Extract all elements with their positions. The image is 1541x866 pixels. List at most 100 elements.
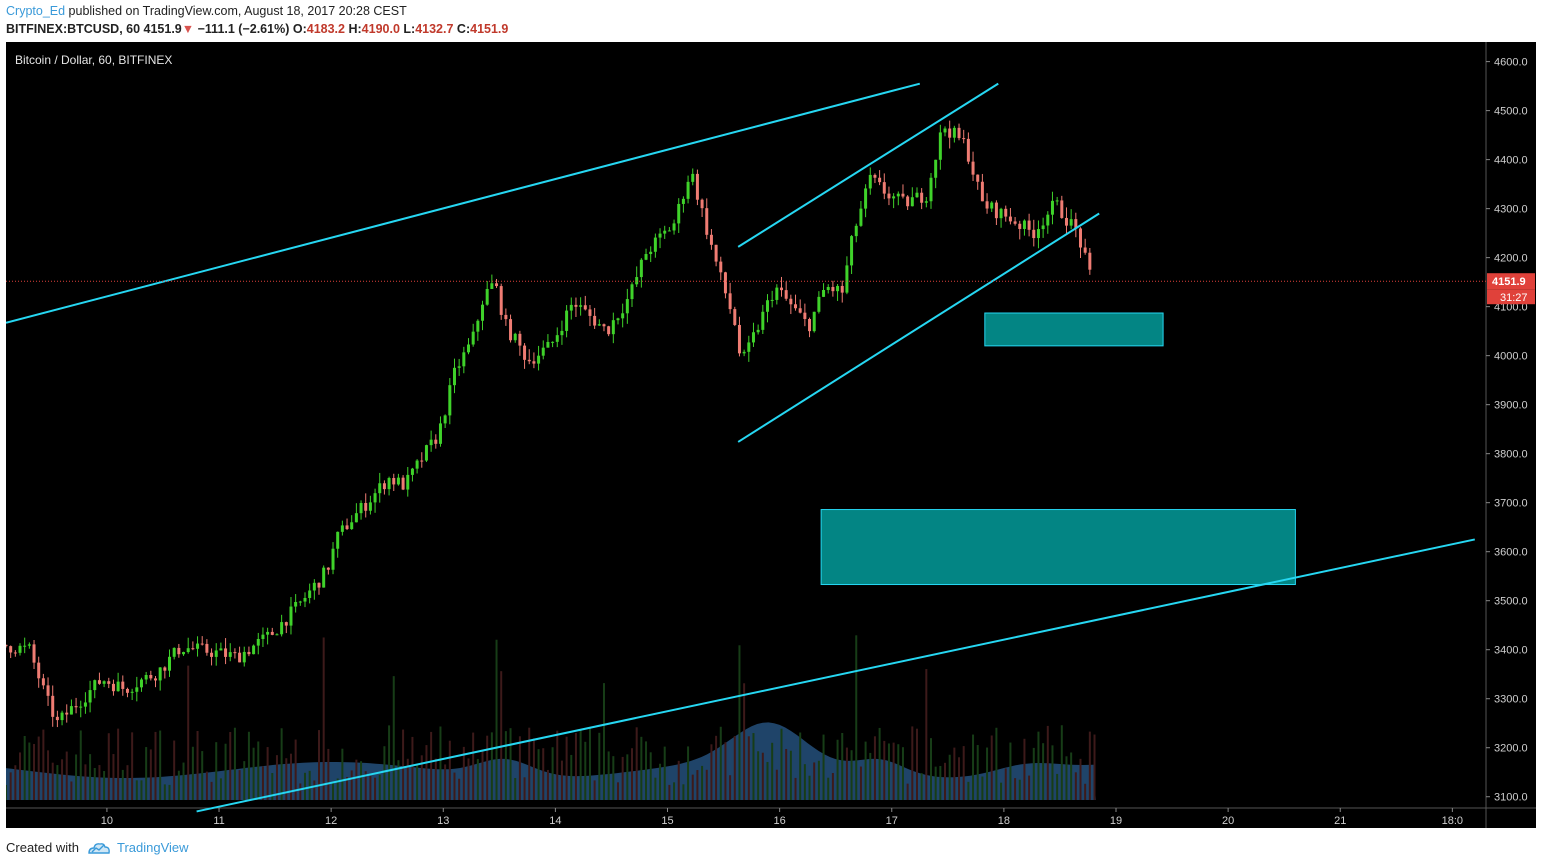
- candle-body: [602, 324, 606, 327]
- volume-bar: [649, 752, 652, 800]
- candle-body: [406, 474, 410, 490]
- low-key: L:: [403, 22, 416, 36]
- candle-body: [1036, 229, 1040, 239]
- volume-bar: [444, 764, 447, 800]
- candle-body: [803, 312, 807, 319]
- candle-body: [541, 347, 545, 356]
- candle-body: [228, 652, 232, 657]
- tradingview-cloud-icon: [88, 843, 110, 854]
- volume-bar: [14, 765, 17, 800]
- low-value: 4132.7: [415, 22, 454, 36]
- volume-bar: [364, 771, 367, 800]
- candle-body: [46, 685, 50, 696]
- trendline: [196, 538, 1475, 813]
- volume-bar: [1018, 779, 1021, 800]
- time-tick-label: 20: [1222, 815, 1234, 827]
- candle-body: [663, 230, 667, 234]
- candle-body: [303, 597, 307, 602]
- candle-body: [565, 310, 569, 331]
- volume-bar: [360, 761, 363, 800]
- price-tick-label: 3500.0: [1494, 596, 1528, 608]
- candle-body: [107, 681, 111, 684]
- volume-bar: [602, 683, 605, 800]
- tradingview-brand[interactable]: TradingView: [116, 840, 189, 855]
- volume-bar: [537, 749, 540, 800]
- candle-body: [822, 290, 826, 297]
- volume-bar: [1084, 783, 1087, 800]
- candle-body: [266, 631, 270, 635]
- volume-bar: [514, 777, 517, 800]
- volume-bar: [397, 760, 400, 800]
- candle-body: [910, 197, 914, 207]
- candle-body: [1027, 220, 1031, 230]
- candle-body: [396, 477, 400, 485]
- volume-bar: [173, 740, 176, 800]
- volume-bar: [626, 754, 629, 800]
- volume-bar: [803, 764, 806, 800]
- volume-bar: [430, 731, 433, 800]
- candle-body: [32, 644, 36, 663]
- volume-bar: [1079, 758, 1082, 800]
- time-tick-label: 11: [213, 815, 224, 827]
- price-tick-label: 4300.0: [1494, 204, 1528, 216]
- candle-body: [55, 716, 59, 721]
- candle-body: [196, 643, 200, 649]
- author-link[interactable]: Crypto_Ed: [6, 4, 66, 18]
- candle-body: [560, 330, 564, 336]
- candle-body: [962, 138, 966, 140]
- price-tick-label: 3400.0: [1494, 645, 1528, 657]
- candle-body: [331, 548, 335, 570]
- chart-frame[interactable]: 4600.0 4500.0 4400.0 4300.0 4200.0 4100.0 4000…: [6, 42, 1536, 828]
- price-tick-label: 3900.0: [1494, 400, 1528, 412]
- volume-bar: [303, 772, 306, 800]
- volume-bar: [205, 771, 208, 800]
- candle-body: [532, 361, 536, 364]
- volume-bar: [560, 760, 563, 800]
- volume-bar: [990, 735, 993, 800]
- created-with-text: Created with: [6, 840, 79, 855]
- volume-bar: [588, 728, 591, 800]
- candle-body: [41, 678, 45, 686]
- volume-bar: [808, 775, 811, 800]
- candle-body: [490, 283, 494, 289]
- candle-body: [990, 202, 994, 209]
- candle-body: [434, 439, 438, 444]
- volume-bar: [481, 749, 484, 800]
- candle-body: [60, 712, 64, 721]
- candle-body: [261, 634, 265, 639]
- volume-bar: [299, 783, 302, 800]
- candle-body: [467, 344, 470, 353]
- volume-bar: [616, 782, 619, 800]
- volume-bar: [266, 747, 269, 800]
- price-chart[interactable]: 4600.0 4500.0 4400.0 4300.0 4200.0 4100.0 4000…: [6, 42, 1536, 828]
- volume-bar: [1046, 725, 1049, 800]
- candle-body: [644, 254, 648, 260]
- candle-body: [1041, 225, 1045, 230]
- candle-body: [714, 244, 718, 262]
- volume-bar: [710, 744, 713, 800]
- candle-body: [737, 324, 741, 354]
- candle-body: [878, 177, 882, 183]
- volume-bar: [542, 748, 545, 800]
- candle-body: [845, 265, 849, 293]
- volume-bar: [887, 743, 890, 800]
- candle-body: [270, 631, 274, 635]
- volume-bar: [518, 736, 521, 800]
- candle-body: [298, 601, 302, 603]
- volume-bar: [930, 738, 932, 800]
- high-value: 4190.0: [361, 22, 400, 36]
- volume-bar: [229, 732, 232, 800]
- candle-body: [88, 690, 92, 703]
- volume-bar: [738, 645, 741, 800]
- volume-bar: [1093, 734, 1096, 800]
- candle-body: [1032, 229, 1036, 239]
- volume-bar: [612, 756, 615, 800]
- candle-body: [812, 311, 816, 332]
- volume-bar: [439, 726, 442, 800]
- candle-body: [79, 706, 83, 708]
- candle-body: [471, 331, 475, 345]
- volume-bar: [402, 729, 405, 800]
- volume-bar: [65, 751, 68, 800]
- candle-body: [616, 318, 620, 321]
- candle-body: [275, 634, 279, 636]
